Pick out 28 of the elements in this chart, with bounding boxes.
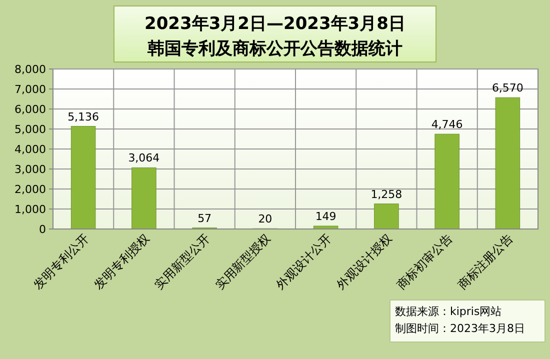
source-note: 数据来源：kipris网站 [395, 305, 502, 318]
data-label: 6,570 [492, 82, 524, 95]
y-tick-label: 6,000 [14, 103, 46, 116]
x-tick-label: 外观设计公开 [273, 231, 334, 292]
text: 制图时间：2023年3月8日 [395, 322, 525, 335]
x-tick-label: 外观设计授权 [334, 231, 395, 292]
y-tick-label: 8,000 [14, 63, 46, 76]
data-label: 1,258 [370, 188, 402, 201]
y-tick-label: 2,000 [14, 183, 46, 196]
chart-subtitle: 韩国专利及商标公开公告数据统计 [146, 39, 402, 59]
data-label: 57 [198, 212, 212, 225]
chart-title: 2023年3月2日—2023年3月8日 [144, 14, 406, 34]
data-label: 149 [315, 210, 336, 224]
y-tick-label: 5,000 [14, 123, 46, 136]
x-tick-label: 实用新型公开 [152, 231, 213, 292]
x-tick-label: 实用新型授权 [212, 231, 274, 292]
data-label: 20 [258, 212, 272, 226]
y-tick-label: 1,000 [14, 203, 46, 216]
y-tick-label: 3,000 [14, 163, 46, 176]
y-tick-label: 0 [39, 223, 46, 236]
y-tick-label: 4,000 [14, 143, 46, 156]
data-label: 3,064 [128, 152, 160, 165]
x-tick-label: 发明专利授权 [91, 231, 152, 292]
data-label: 5,136 [68, 110, 100, 124]
x-tick-label: 商标初审公告 [394, 231, 456, 292]
y-tick-label: 7,000 [14, 83, 46, 96]
x-tick-label: 商标注册公告 [455, 231, 516, 292]
data-label: 4,746 [431, 118, 463, 132]
